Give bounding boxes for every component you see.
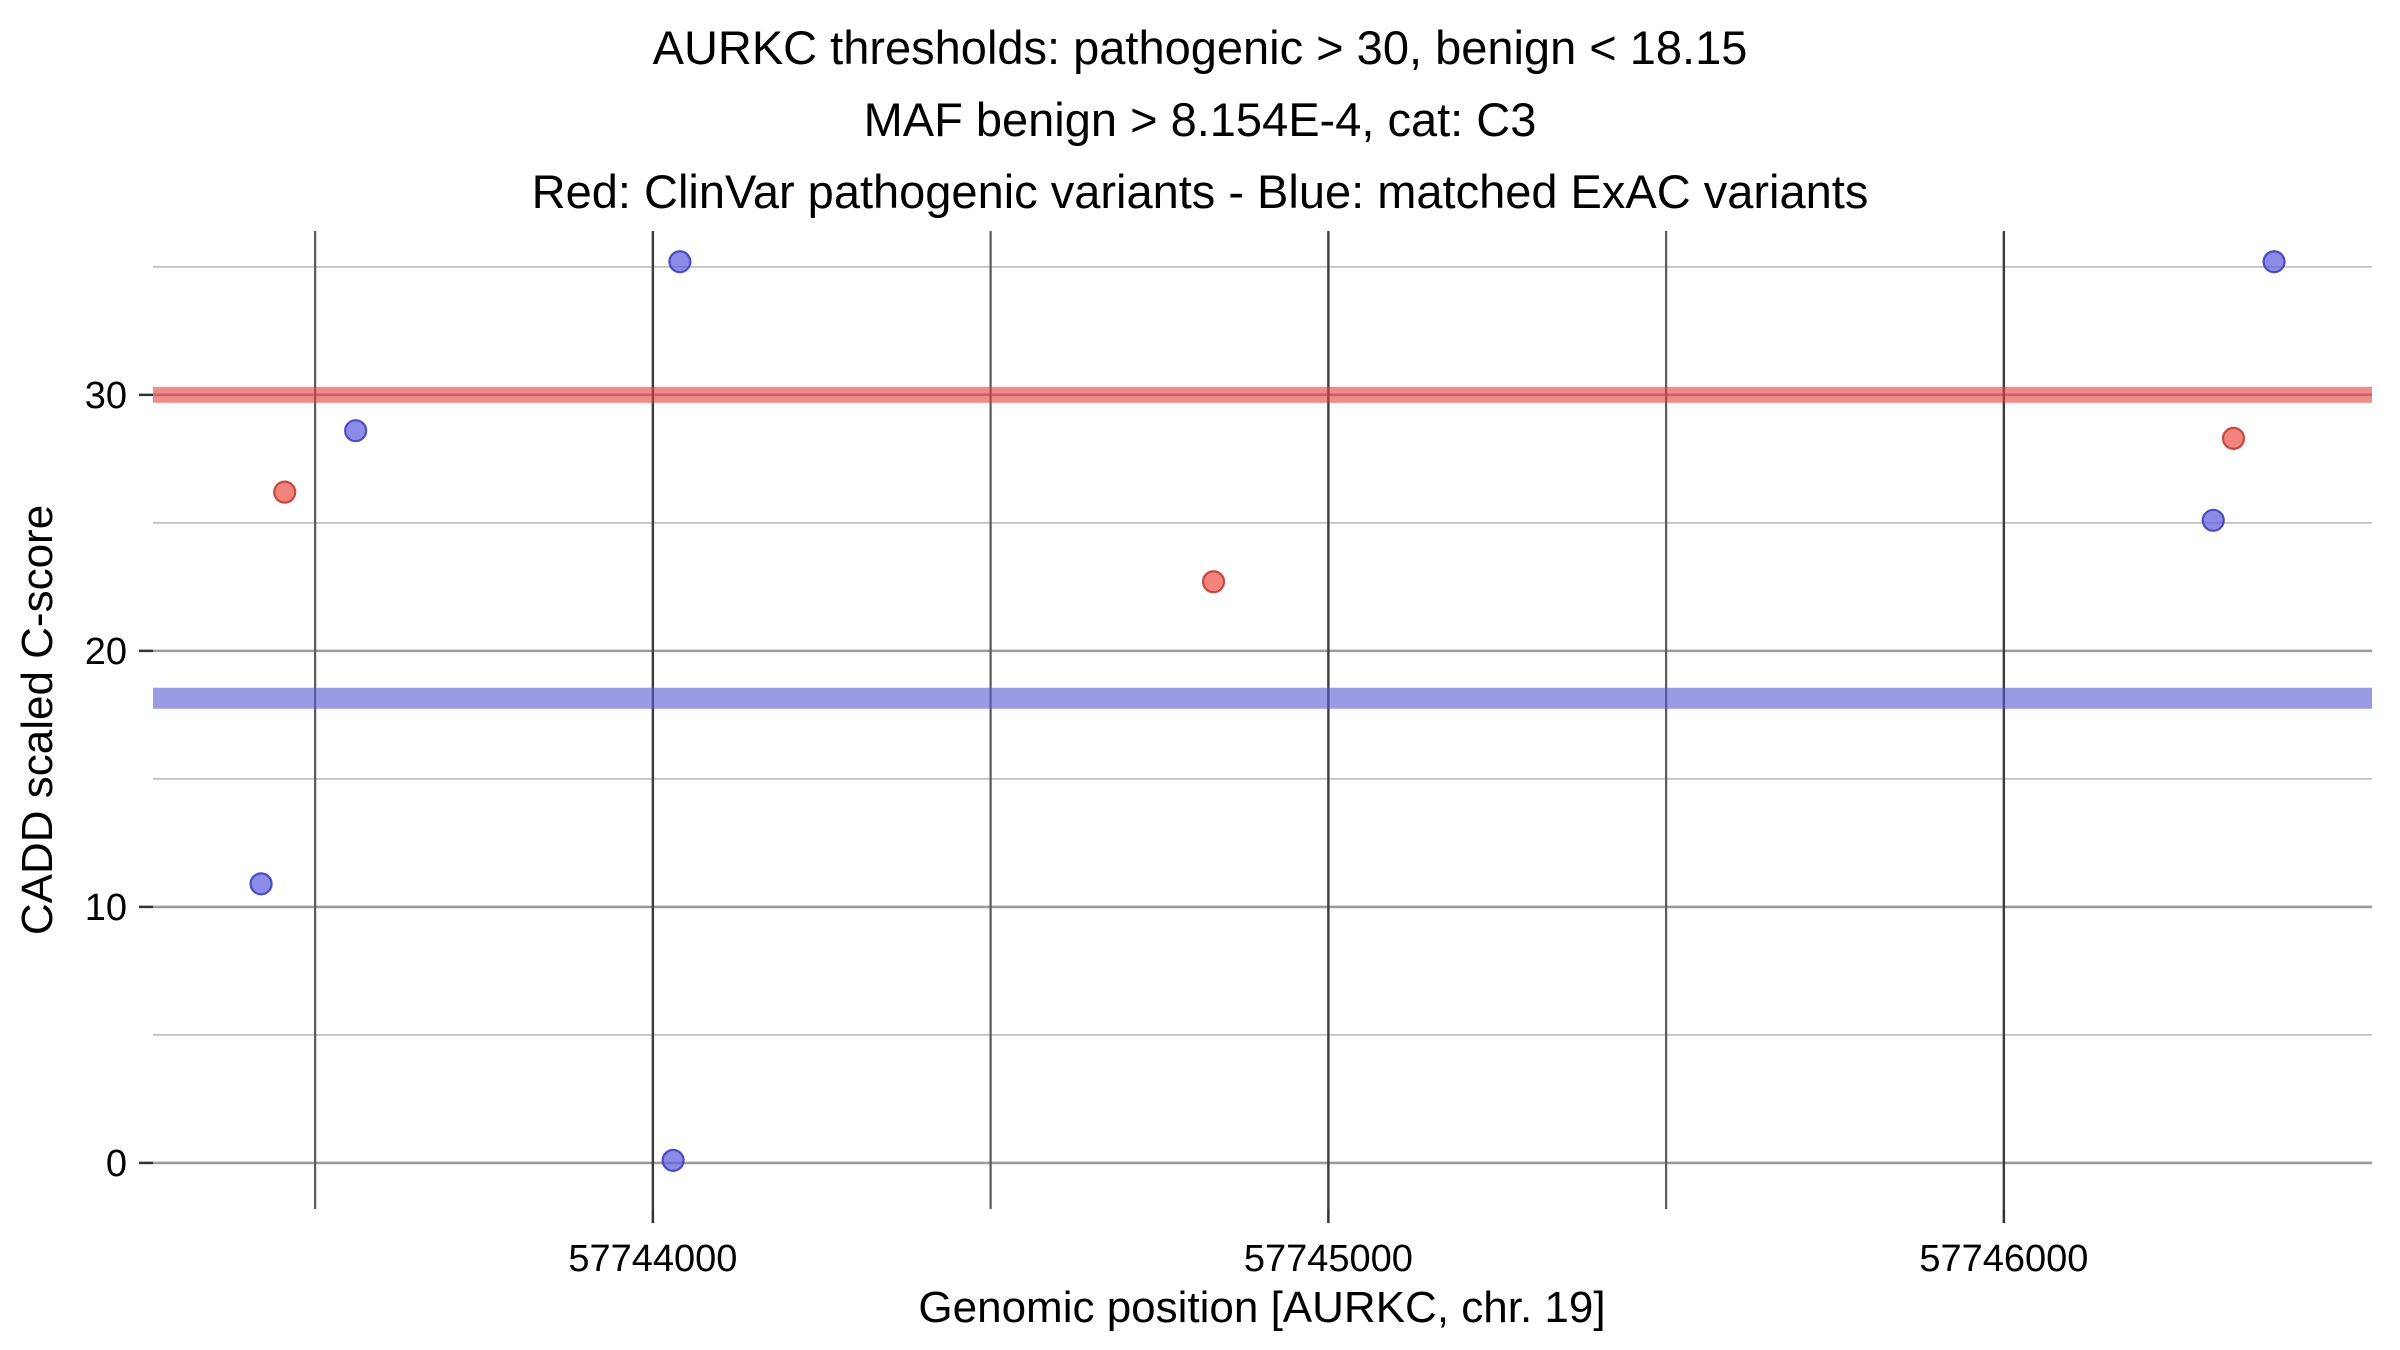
data-point [668,250,692,274]
y-tick-label: 10 [85,887,127,929]
x-axis-title: Genomic position [AURKC, chr. 19] [918,1283,1605,1332]
pathogenic-threshold-band [153,386,2372,403]
x-tick-label: 57744000 [568,1238,737,1280]
data-point [2221,426,2246,450]
threshold-bands [153,386,2372,709]
chart-title-line-1: AURKC thresholds: pathogenic > 30, benig… [652,21,1748,74]
gridlines [153,231,2372,1209]
data-point [344,419,368,443]
y-tick-label: 20 [85,631,127,673]
data-point [661,1148,685,1172]
data-point [1201,570,1226,594]
axis-ticks: 0 10 20 30 57744000 57745000 57746000 [85,375,2089,1280]
y-axis-title: CADD scaled C-score [13,505,62,935]
data-point [273,480,297,504]
data-point [249,872,273,896]
y-tick-label: 30 [85,375,127,417]
data-point [2262,250,2286,274]
chart-title-line-3: Red: ClinVar pathogenic variants - Blue:… [531,165,1869,218]
data-points [249,250,2286,1172]
chart-title: AURKC thresholds: pathogenic > 30, benig… [0,12,2400,228]
benign-threshold-band [153,687,2372,709]
y-tick-label: 0 [106,1143,127,1185]
data-point [2201,508,2225,532]
x-tick-label: 57746000 [1919,1238,2088,1280]
x-tick-label: 57745000 [1244,1238,1413,1280]
chart-title-line-2: MAF benign > 8.154E-4, cat: C3 [863,93,1537,146]
